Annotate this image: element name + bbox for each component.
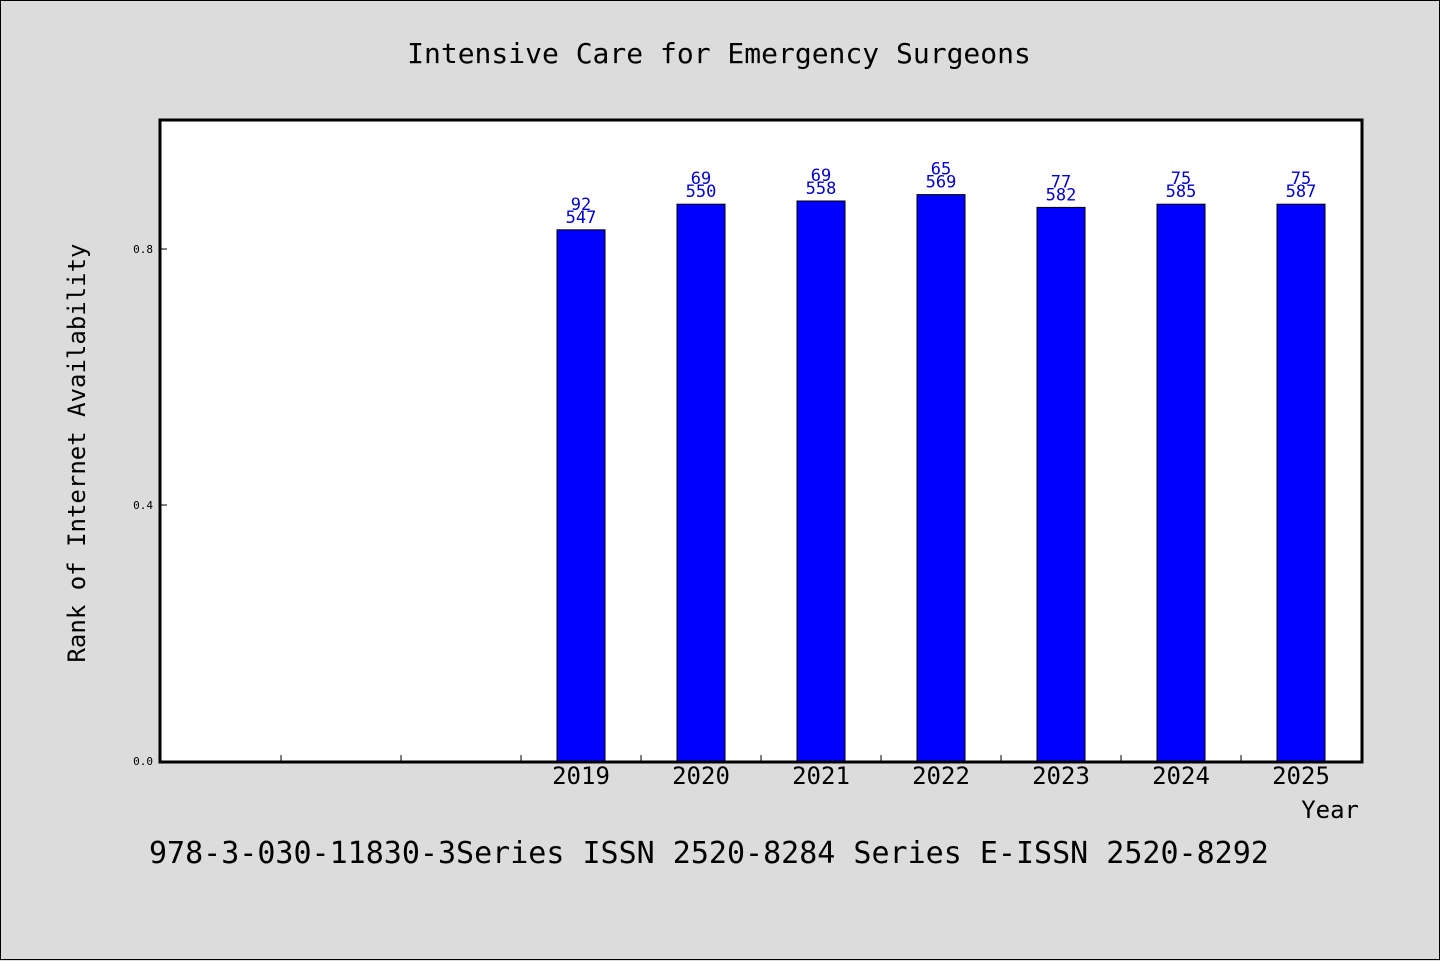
bar-label-bottom: 558 — [806, 179, 837, 199]
bar-label-bottom: 547 — [566, 208, 597, 228]
x-tick-label: 2019 — [552, 762, 610, 790]
x-tick-label: 2023 — [1032, 762, 1090, 790]
bar-label-top: 69 — [691, 169, 711, 189]
footer-citation: 978-3-030-11830-3Series ISSN 2520-8284 S… — [149, 836, 1269, 871]
bar-label-bottom: 582 — [1046, 185, 1077, 205]
bar — [676, 203, 726, 762]
x-tick-label: 2021 — [792, 762, 850, 790]
bar-label-bottom: 550 — [686, 182, 717, 202]
y-tick-label: 0.8 — [133, 243, 153, 256]
y-tick-label: 0.4 — [133, 499, 153, 512]
bar — [1156, 203, 1206, 762]
y-tick-label: 0.0 — [133, 755, 153, 768]
x-tick-label: 2024 — [1152, 762, 1210, 790]
bar-label-bottom: 569 — [926, 173, 957, 193]
bar — [916, 194, 966, 762]
bar-label-top: 65 — [931, 160, 951, 180]
bar-label-bottom: 585 — [1166, 182, 1197, 202]
chart-title: Intensive Care for Emergency Surgeons — [407, 37, 1031, 70]
y-axis: 0.0 0.4 0.8 — [133, 243, 167, 768]
x-tick-label: 2025 — [1272, 762, 1330, 790]
x-axis: 2019 2020 2021 2022 2023 2024 2025 — [280, 755, 1330, 790]
bar-label-top: 75 — [1291, 169, 1311, 189]
bar-label-top: 75 — [1171, 169, 1191, 189]
x-axis-label: Year — [1301, 796, 1359, 824]
y-axis-label: Rank of Internet Availability — [63, 243, 91, 662]
bar — [1276, 203, 1326, 762]
x-tick-label: 2022 — [912, 762, 970, 790]
bar — [1036, 206, 1086, 762]
bar-label-top: 69 — [811, 166, 831, 186]
bar-series — [556, 194, 1326, 762]
bar-label-top: 77 — [1051, 172, 1071, 192]
bar — [556, 229, 606, 762]
bar-label-bottom: 587 — [1286, 182, 1317, 202]
bar-label-top: 92 — [571, 195, 591, 215]
bar — [796, 200, 846, 762]
x-tick-label: 2020 — [672, 762, 730, 790]
